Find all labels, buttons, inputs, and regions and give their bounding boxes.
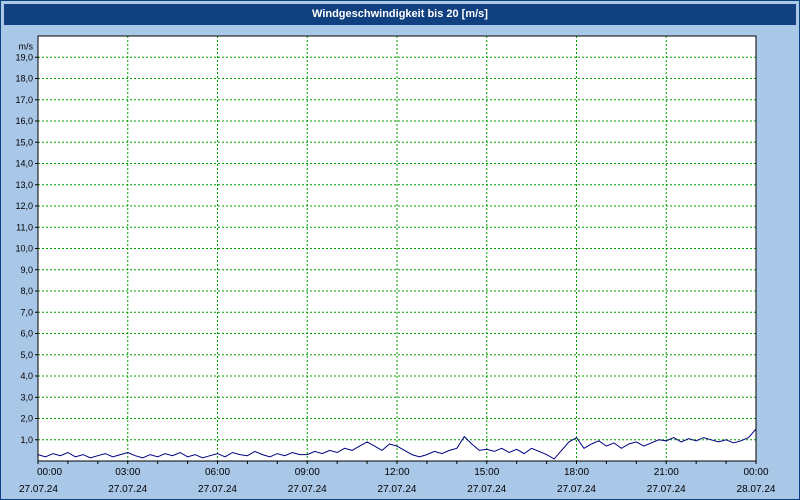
x-axis-date-label: 27.07.24	[378, 484, 417, 495]
y-axis-label: 17,0	[15, 95, 33, 105]
y-axis-label: 12,0	[15, 201, 33, 211]
y-axis-label: 15,0	[15, 137, 33, 147]
y-axis-label: 10,0	[15, 244, 33, 254]
x-axis-time-label: 03:00	[115, 467, 140, 478]
y-axis-label: 19,0	[15, 52, 33, 62]
x-axis-time-label: 00:00	[743, 467, 768, 478]
y-axis-label: 5,0	[20, 350, 33, 360]
wind-speed-chart: 1,0 2,0 3,0 4,0 5,0 6,0 7,0 8,0 9,0 10,0 11,0 12,0 1…	[15, 35, 776, 495]
x-axis-date-label: 27.07.24	[647, 484, 686, 495]
x-axis-time-label: 21:00	[654, 467, 679, 478]
wind-speed-line	[37, 428, 757, 460]
x-axis-date-label: 27.07.24	[467, 484, 506, 495]
x-axis-time-label: 09:00	[295, 467, 320, 478]
y-axis-label: 1,0	[20, 435, 33, 445]
y-axis-label: 13,0	[15, 180, 33, 190]
y-axis-label: 4,0	[20, 371, 33, 381]
x-axis-time-label: 06:00	[205, 467, 230, 478]
y-axis-label: 11,0	[16, 222, 33, 232]
y-axis-label: 2,0	[20, 414, 33, 424]
x-axis-date-label: 27.07.24	[557, 484, 596, 495]
y-axis-label: 16,0	[15, 116, 33, 126]
x-axis-time-label: 12:00	[384, 467, 409, 478]
y-axis-label: 6,0	[20, 329, 33, 339]
x-axis-date-label: 27.07.24	[198, 484, 237, 495]
x-axis-time-label: 18:00	[564, 467, 589, 478]
x-axis-date-label: 27.07.24	[288, 484, 327, 495]
y-axis-unit-label: m/s	[19, 42, 34, 52]
x-axis-time-label: 15:00	[474, 467, 499, 478]
x-axis-date-label: 27.07.24	[19, 484, 58, 495]
y-axis-label: 3,0	[20, 392, 33, 402]
y-axis-label: 8,0	[20, 286, 33, 296]
x-axis-date-label: 27.07.24	[108, 484, 147, 495]
y-axis-label: 14,0	[15, 159, 33, 169]
y-axis-label: 7,0	[20, 307, 33, 317]
x-axis-time-label: 00:00	[37, 467, 62, 478]
x-axis-date-label: 28.07.24	[737, 484, 776, 495]
chart-title: Windgeschwindigkeit bis 20 [m/s]	[4, 4, 796, 25]
y-axis-label: 9,0	[20, 265, 33, 275]
y-axis-label: 18,0	[15, 74, 33, 84]
